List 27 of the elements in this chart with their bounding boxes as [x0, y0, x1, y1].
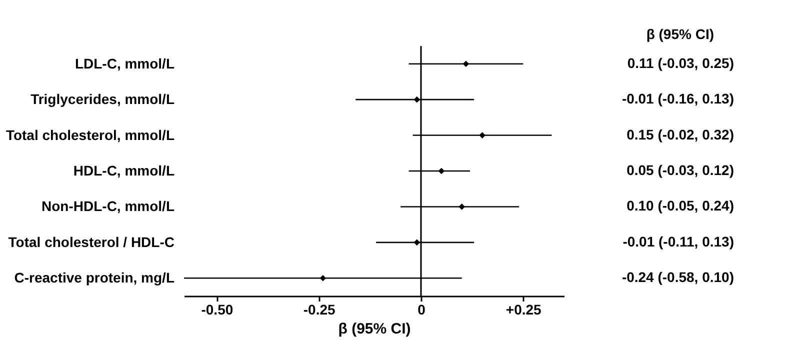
x-tick-label: +0.25: [506, 302, 542, 318]
point: [414, 96, 420, 103]
y-tick-label: HDL-C, mmol/L: [73, 162, 175, 178]
data-label: 0.15 (-0.02, 0.32): [626, 126, 734, 142]
y-tick-label: Non-HDL-C, mmol/L: [42, 198, 175, 214]
y-tick-label: Total cholesterol / HDL-C: [8, 234, 174, 250]
data-label: 0.11 (-0.03, 0.25): [627, 54, 734, 71]
y-tick-label: C-reactive protein, mg/L: [14, 270, 175, 286]
data-label: 0.05 (-0.03, 0.12): [626, 162, 734, 178]
point: [320, 274, 326, 282]
point: [458, 204, 466, 210]
y-tick-label: Total cholesterol, mmol/L: [6, 126, 175, 143]
data-label: -0.01 (-0.16, 0.13): [622, 90, 734, 107]
text: β (95% CI): [646, 26, 714, 42]
data-label: 0.10 (-0.05, 0.24): [626, 198, 734, 214]
x-tick-label: 0: [418, 302, 426, 318]
data-label: -0.24 (-0.58, 0.10): [622, 269, 734, 286]
x-tick-label: -0.25: [303, 302, 336, 318]
point: [438, 168, 445, 174]
data-label: -0.01 (-0.11, 0.13): [622, 233, 734, 250]
y-tick-label: LDL-C, mmol/L: [74, 55, 175, 72]
point: [462, 60, 470, 68]
point: [479, 132, 486, 138]
x-tick-label: -0.50: [201, 302, 234, 318]
y-tick-label: Triglycerides, mmol/L: [30, 91, 175, 108]
point: [414, 239, 420, 246]
x-axis-title: β (95% CI): [338, 320, 411, 338]
